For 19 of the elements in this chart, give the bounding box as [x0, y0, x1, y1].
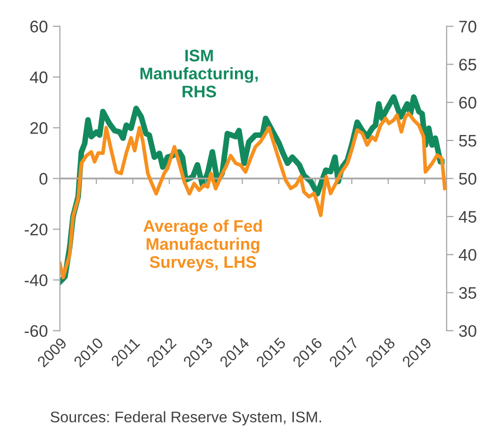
y2-tick-label: 50 [459, 172, 476, 185]
y-tick-label: -20 [24, 224, 48, 236]
y2-tick-label: 55 [459, 135, 476, 147]
y2-tick-label: 35 [459, 287, 476, 299]
series-label: ISM Manufacturing, RHS [140, 50, 258, 98]
series-label: Average of Fed Manufacturing Surveys, LHS [144, 220, 262, 272]
y-tick-label: 20 [30, 122, 48, 134]
y2-tick-label: 40 [458, 248, 476, 261]
y2-tick-label: 30 [459, 325, 476, 337]
source-note: Sources: Federal Reserve System, ISM. [50, 411, 322, 426]
y-tick-label: -60 [24, 325, 48, 337]
y-tick-label: 0 [39, 172, 48, 185]
y2-tick-label: 70 [459, 20, 476, 32]
y2-tick-label: 65 [459, 58, 476, 71]
y-tick-label: -40 [24, 274, 48, 286]
y-tick-label: 40 [30, 71, 48, 84]
y2-tick-label: 60 [459, 96, 476, 109]
y-tick-label: 60 [30, 20, 48, 32]
y2-tick-label: 45 [458, 211, 476, 223]
